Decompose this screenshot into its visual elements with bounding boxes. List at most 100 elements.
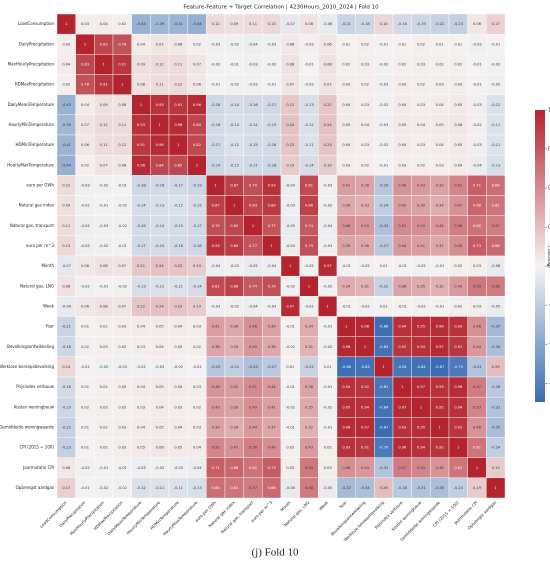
cell-label: 0.33 (361, 204, 369, 208)
cell-label: 0.12 (156, 62, 164, 66)
cell-label: -0.04 (192, 466, 202, 470)
cell-label: 0.04 (342, 143, 351, 147)
cell-label: 0.02 (100, 425, 108, 429)
cell-label: 0.01 (398, 42, 406, 46)
cell-label: -0.84 (379, 405, 389, 409)
cell-label: 0.03 (436, 83, 444, 87)
cell-label: 0.95 (417, 325, 425, 329)
cell-label: 1 (476, 466, 478, 470)
cell-label: -0.02 (174, 365, 183, 369)
cell-label: -0.04 (323, 224, 333, 228)
cell-label: -0.21 (342, 22, 351, 26)
cell-label: -0.01 (472, 83, 481, 87)
cell-label: -0.43 (136, 22, 145, 26)
cell-label: 0.93 (454, 325, 462, 329)
column-label: HourlyMaxTemperature (162, 500, 199, 537)
cell-label: 0.08 (118, 103, 127, 107)
cell-label: -0.24 (491, 446, 501, 450)
cell-label: 0.03 (342, 83, 350, 87)
cell-label: -0.02 (230, 304, 239, 308)
row-label: euro per GWh (26, 182, 54, 187)
cell-label: 0.06 (81, 304, 90, 308)
cell-label: 0.19 (473, 486, 482, 490)
cell-label: 0.34 (230, 425, 239, 429)
cell-label: -0.11 (174, 284, 183, 288)
cell-label: -0.04 (286, 244, 296, 248)
cell-label: -0.17 (136, 244, 145, 248)
cell-label: 0.03 (398, 83, 406, 87)
cell-label: 0.61 (230, 486, 238, 490)
cell-label: 0.58 (492, 284, 501, 288)
column-label: Week (318, 499, 330, 511)
cell-label: -0.03 (230, 264, 239, 268)
cell-label: 0.56 (454, 224, 463, 228)
cell-label: 0.71 (473, 183, 481, 187)
cell-label: 0.05 (436, 123, 444, 127)
cell-label: -0.29 (211, 365, 221, 369)
cell-label: 0.39 (212, 425, 221, 429)
cell-label: 0.05 (156, 385, 164, 389)
cell-label: 0.04 (454, 163, 463, 167)
cell-label: 0.26 (492, 365, 501, 369)
cell-label: 0.71 (212, 466, 220, 470)
cell-label: -0.28 (491, 385, 501, 389)
cell-label: 0.01 (454, 42, 462, 46)
cell-label: 0.19 (193, 304, 202, 308)
cell-label: 0.46 (398, 183, 407, 187)
cell-label: 0.09 (62, 204, 71, 208)
cell-label: -0.15 (267, 123, 276, 127)
cell-label: 1 (159, 123, 161, 127)
cell-label: 0.01 (380, 264, 388, 268)
cell-label: 0.32 (436, 284, 444, 288)
cell-label: 1 (401, 385, 403, 389)
cell-label: -0.18 (360, 22, 370, 26)
cell-label: 0.08 (100, 304, 109, 308)
cell-label: 0.91 (454, 345, 462, 349)
cell-label: -0.01 (80, 486, 89, 490)
cell-label: 0.91 (137, 143, 145, 147)
cell-label: 0.38 (361, 183, 370, 187)
cell-label: -0.33 (379, 224, 388, 228)
cell-label: 0.02 (81, 345, 89, 349)
cell-label: 0.46 (473, 425, 482, 429)
cell-label: -0.02 (304, 304, 313, 308)
cell-label: 0.03 (361, 103, 369, 107)
cell-label: -0.37 (342, 486, 351, 490)
cell-label: 0.46 (436, 466, 445, 470)
cell-label: 0.17 (62, 486, 70, 490)
cell-label: 0.24 (286, 123, 295, 127)
cell-label: 0.36 (230, 325, 239, 329)
cell-label: 0.07 (100, 163, 108, 167)
cell-label: 0.95 (436, 405, 444, 409)
cell-label: 0.57 (249, 486, 257, 490)
cell-label: -0.02 (416, 304, 425, 308)
cell-label: 0.07 (118, 304, 126, 308)
cell-label: -0.18 (211, 103, 221, 107)
cell-label: 0.39 (268, 325, 277, 329)
cell-label: -0.02 (286, 345, 295, 349)
cell-label: 0.94 (342, 385, 351, 389)
cell-label: 0.48 (342, 466, 351, 470)
cell-label: 0.05 (137, 446, 145, 450)
colorbar-tick-label: 0.75 (548, 147, 550, 153)
cell-label: 0.04 (137, 42, 146, 46)
cell-label: 0.03 (118, 385, 126, 389)
cell-label: 0.97 (417, 385, 425, 389)
cell-label: 0.81 (212, 284, 220, 288)
cell-label: 0.93 (342, 446, 350, 450)
cell-label: 0.47 (454, 204, 462, 208)
cell-label: 0.42 (230, 385, 238, 389)
cell-label: -0.18 (192, 244, 202, 248)
cell-label: 0.17 (492, 22, 500, 26)
cell-label: 0.12 (62, 183, 70, 187)
cell-label: 0.41 (417, 244, 425, 248)
cell-label: 0.14 (380, 22, 389, 26)
cell-label: 0.03 (100, 345, 108, 349)
cell-label: -0.02 (304, 264, 313, 268)
cell-label: 1 (233, 204, 235, 208)
cell-label: 0.03 (361, 143, 369, 147)
cell-label: 0.04 (156, 345, 165, 349)
cell-label: -0.04 (80, 224, 90, 228)
cell-label: 1 (140, 103, 142, 107)
cell-label: -0.13 (491, 163, 500, 167)
